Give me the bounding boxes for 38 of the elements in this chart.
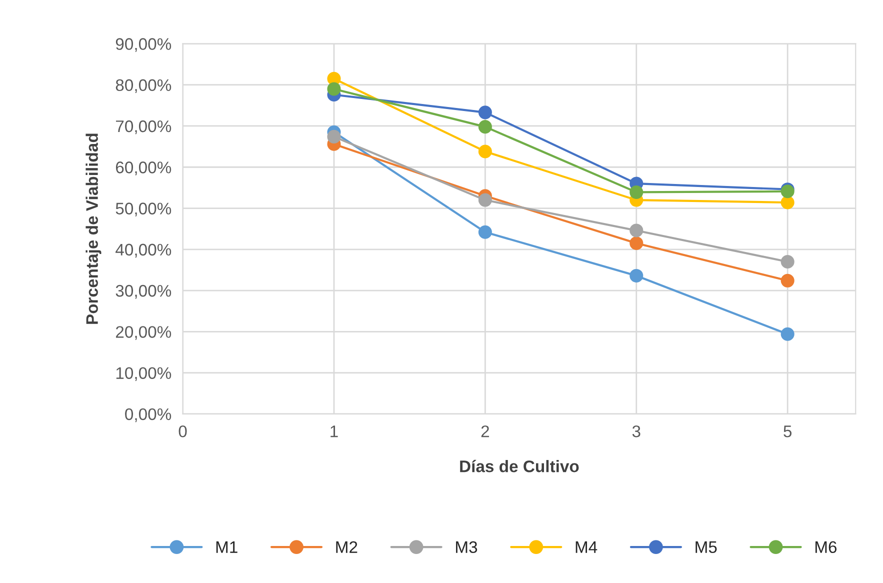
y-tick-label: 40,00%: [116, 244, 172, 258]
legend-label: M5: [696, 541, 717, 554]
y-tick-label: 90,00%: [116, 38, 172, 52]
point: [630, 185, 644, 199]
y-tick-label: 60,00%: [116, 162, 172, 176]
legend-label: M6: [815, 541, 837, 554]
y-tick-label: 70,00%: [116, 120, 172, 134]
point: [327, 130, 341, 144]
legend-label: M2: [336, 541, 358, 553]
x-axis-title: Días de Cultivo: [460, 460, 579, 472]
point: [780, 327, 794, 341]
y-axis-title: Porcentaje de Viabilidad: [86, 134, 102, 324]
y-tick-label: 50,00%: [116, 202, 172, 216]
point: [630, 224, 644, 238]
point: [478, 144, 492, 158]
legend-label: M3: [456, 541, 478, 554]
point: [478, 193, 492, 207]
x-tick-label: 0: [178, 425, 187, 438]
x-tick-label: 5: [784, 426, 792, 438]
y-tick-label: 80,00%: [116, 79, 172, 94]
point: [780, 274, 794, 288]
legend-label: M1: [216, 541, 238, 553]
point: [478, 120, 492, 134]
y-tick-label: 0,00%: [125, 408, 172, 422]
point: [630, 236, 644, 250]
point: [478, 106, 492, 120]
point: [478, 225, 492, 239]
y-tick-label: 10,00%: [116, 367, 172, 381]
y-tick-label: 20,00%: [116, 326, 172, 340]
x-tick-label: 1: [330, 426, 338, 438]
point: [327, 82, 341, 96]
point: [630, 268, 644, 282]
x-tick-label: 3: [632, 425, 640, 438]
y-tick-label: 30,00%: [116, 284, 172, 299]
point: [780, 254, 794, 269]
legend-label: M4: [576, 541, 598, 553]
point: [780, 196, 794, 210]
x-tick-label: 2: [481, 425, 489, 438]
